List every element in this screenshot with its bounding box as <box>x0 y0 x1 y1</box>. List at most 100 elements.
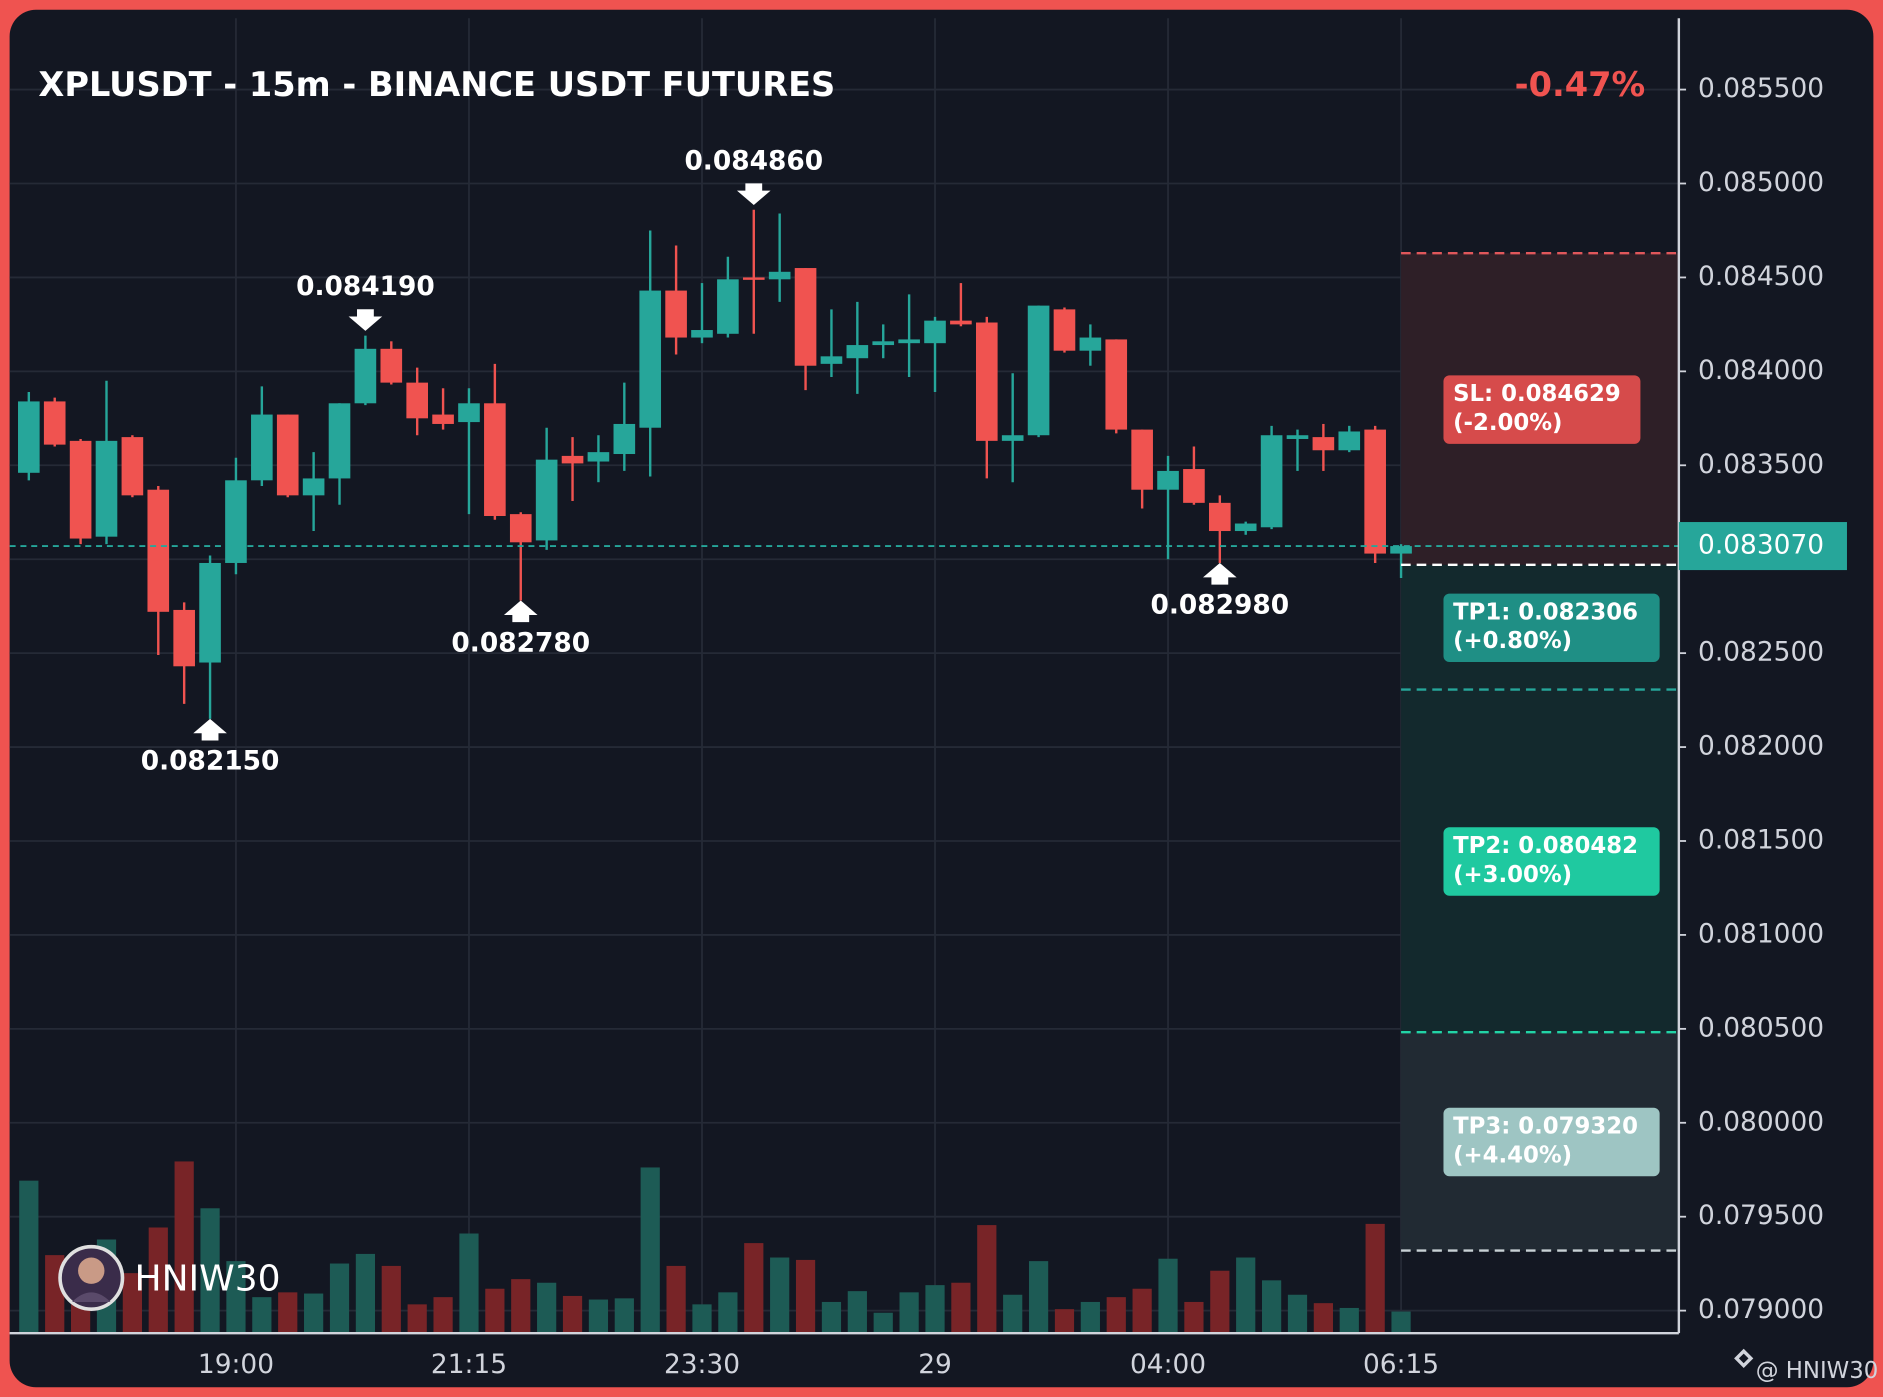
candle-body <box>1079 337 1102 351</box>
volume-bar <box>744 1243 764 1334</box>
volume-bar <box>718 1292 738 1334</box>
volume-bar <box>329 1263 350 1334</box>
x-tick-label: 04:00 <box>1130 1349 1206 1380</box>
volume-bar <box>692 1304 712 1334</box>
candle-body <box>484 403 506 517</box>
level-box <box>1443 375 1641 444</box>
volume-bar <box>1391 1311 1411 1334</box>
volume-bar <box>1003 1294 1023 1334</box>
volume-bar <box>951 1282 971 1334</box>
chart-title: XPLUSDT - 15m - BINANCE USDT FUTURES <box>38 65 835 104</box>
candle-body <box>1260 435 1283 528</box>
volume-bar <box>562 1295 583 1334</box>
volume-bar <box>1132 1288 1152 1334</box>
volume-bar <box>459 1233 479 1334</box>
volume-bar <box>1261 1280 1282 1334</box>
volume-bar <box>1365 1223 1385 1334</box>
volume-bar <box>511 1279 531 1334</box>
level-label: SL: 0.084629 <box>1453 381 1621 407</box>
volume-bar <box>122 1273 142 1334</box>
candle-body <box>43 401 66 445</box>
candle-body <box>1209 502 1231 532</box>
volume-bar <box>1028 1261 1049 1334</box>
volume-bar <box>1287 1294 1308 1334</box>
volume-bar <box>925 1285 945 1334</box>
volume-bar <box>847 1291 867 1334</box>
candle-body <box>432 414 454 424</box>
volume-bar <box>614 1298 634 1334</box>
x-tick-label: 29 <box>918 1349 952 1380</box>
y-tick-label: 0.084000 <box>1698 355 1824 386</box>
candle-body <box>1312 437 1335 451</box>
candle-body <box>535 459 558 541</box>
level-box <box>1443 827 1660 896</box>
candle-body <box>173 609 195 667</box>
y-tick-label: 0.080000 <box>1698 1106 1824 1137</box>
candle-body <box>1234 523 1257 532</box>
y-tick-label: 0.079500 <box>1698 1200 1824 1231</box>
candle-body <box>872 341 895 346</box>
candle-body <box>199 562 221 663</box>
candle-body <box>1286 435 1309 439</box>
candle-body <box>613 423 636 455</box>
candle-body <box>69 440 92 539</box>
volume-bar <box>977 1225 997 1334</box>
volume-bar <box>381 1265 401 1334</box>
candle-body <box>18 401 40 473</box>
y-tick-label: 0.082000 <box>1698 731 1824 762</box>
volume-bar <box>174 1161 194 1334</box>
volume-bar <box>1158 1258 1178 1334</box>
candle-body <box>794 268 817 366</box>
volume-bar <box>537 1282 557 1334</box>
level-change: (+3.00%) <box>1453 862 1572 888</box>
volume-bar <box>666 1265 686 1334</box>
candle-body <box>1390 546 1412 554</box>
candle-body <box>1364 429 1386 554</box>
annotation-label: 0.084860 <box>684 145 823 176</box>
level-box <box>1443 593 1660 663</box>
y-tick-label: 0.081000 <box>1698 918 1824 949</box>
volume-bar <box>588 1299 609 1334</box>
candle-body <box>1131 429 1153 490</box>
candle-body <box>665 290 687 338</box>
x-tick-label: 19:00 <box>198 1349 274 1380</box>
volume-bar <box>821 1301 842 1334</box>
candle-body <box>1183 469 1205 503</box>
candle-body <box>302 478 325 496</box>
candle-body <box>587 452 610 462</box>
level-label: TP3: 0.079320 <box>1453 1113 1638 1139</box>
volume-bar <box>355 1253 376 1334</box>
candle-body <box>95 440 118 537</box>
volume-bar <box>485 1288 505 1334</box>
level-label: TP1: 0.082306 <box>1453 599 1638 625</box>
candle-body <box>276 414 299 496</box>
candle-body <box>691 330 713 338</box>
annotation-arrow <box>348 309 383 331</box>
candle-body <box>846 345 869 359</box>
candle-body <box>354 348 377 404</box>
y-tick-label: 0.081500 <box>1698 824 1824 855</box>
x-tick-label: 06:15 <box>1363 1349 1439 1380</box>
level-box <box>1443 1107 1660 1177</box>
volume-bar <box>304 1293 324 1334</box>
candle-body <box>328 403 351 479</box>
candle-body <box>561 455 584 464</box>
volume-bar <box>1236 1257 1256 1334</box>
volume-bar <box>640 1167 660 1334</box>
volume-bar <box>770 1257 790 1334</box>
x-tick-label: 23:30 <box>664 1349 740 1380</box>
y-tick-label: 0.085500 <box>1698 73 1824 104</box>
annotation-label: 0.082150 <box>141 746 280 777</box>
volume-bar <box>1210 1270 1230 1334</box>
watermark-avatar <box>58 1244 125 1311</box>
last-price-box <box>1678 522 1847 571</box>
volume-bar <box>1054 1309 1075 1334</box>
candle-body <box>1338 431 1361 451</box>
candle-body <box>1105 339 1128 430</box>
candle-body <box>975 322 998 441</box>
candle-body <box>639 290 662 428</box>
y-tick-label: 0.084500 <box>1698 261 1824 292</box>
volume-bar <box>148 1227 168 1334</box>
footer: @ HNIW30 <box>1756 1358 1879 1384</box>
level-label: TP2: 0.080482 <box>1453 833 1638 859</box>
